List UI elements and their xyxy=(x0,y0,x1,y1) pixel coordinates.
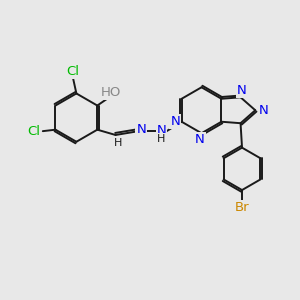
Text: N: N xyxy=(195,133,205,146)
Text: H: H xyxy=(157,134,166,144)
Text: N: N xyxy=(157,124,166,137)
Text: HO: HO xyxy=(101,86,121,99)
Text: N: N xyxy=(136,124,146,136)
Text: Br: Br xyxy=(235,201,249,214)
Text: N: N xyxy=(259,104,269,117)
Text: N: N xyxy=(170,115,180,128)
Text: Cl: Cl xyxy=(27,125,40,138)
Text: H: H xyxy=(114,138,122,148)
Text: Cl: Cl xyxy=(66,65,80,78)
Text: N: N xyxy=(237,84,247,97)
